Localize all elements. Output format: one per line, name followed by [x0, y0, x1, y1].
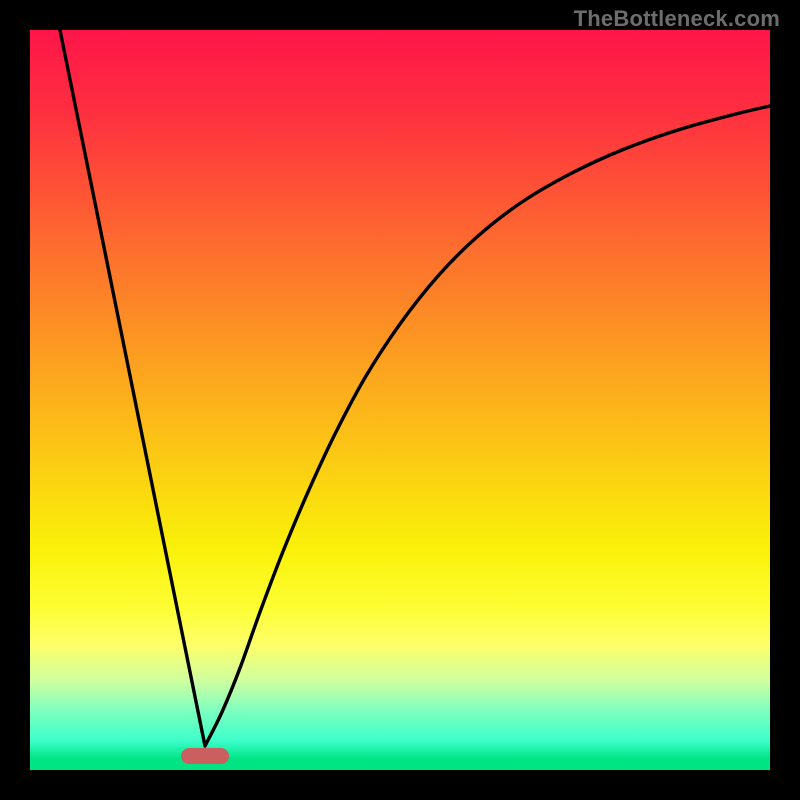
gradient-background [30, 30, 770, 770]
optimum-marker [181, 748, 229, 764]
plot-svg [30, 30, 770, 770]
watermark-text: TheBottleneck.com [574, 6, 780, 32]
plot-area [30, 30, 770, 770]
chart-container: TheBottleneck.com [0, 0, 800, 800]
